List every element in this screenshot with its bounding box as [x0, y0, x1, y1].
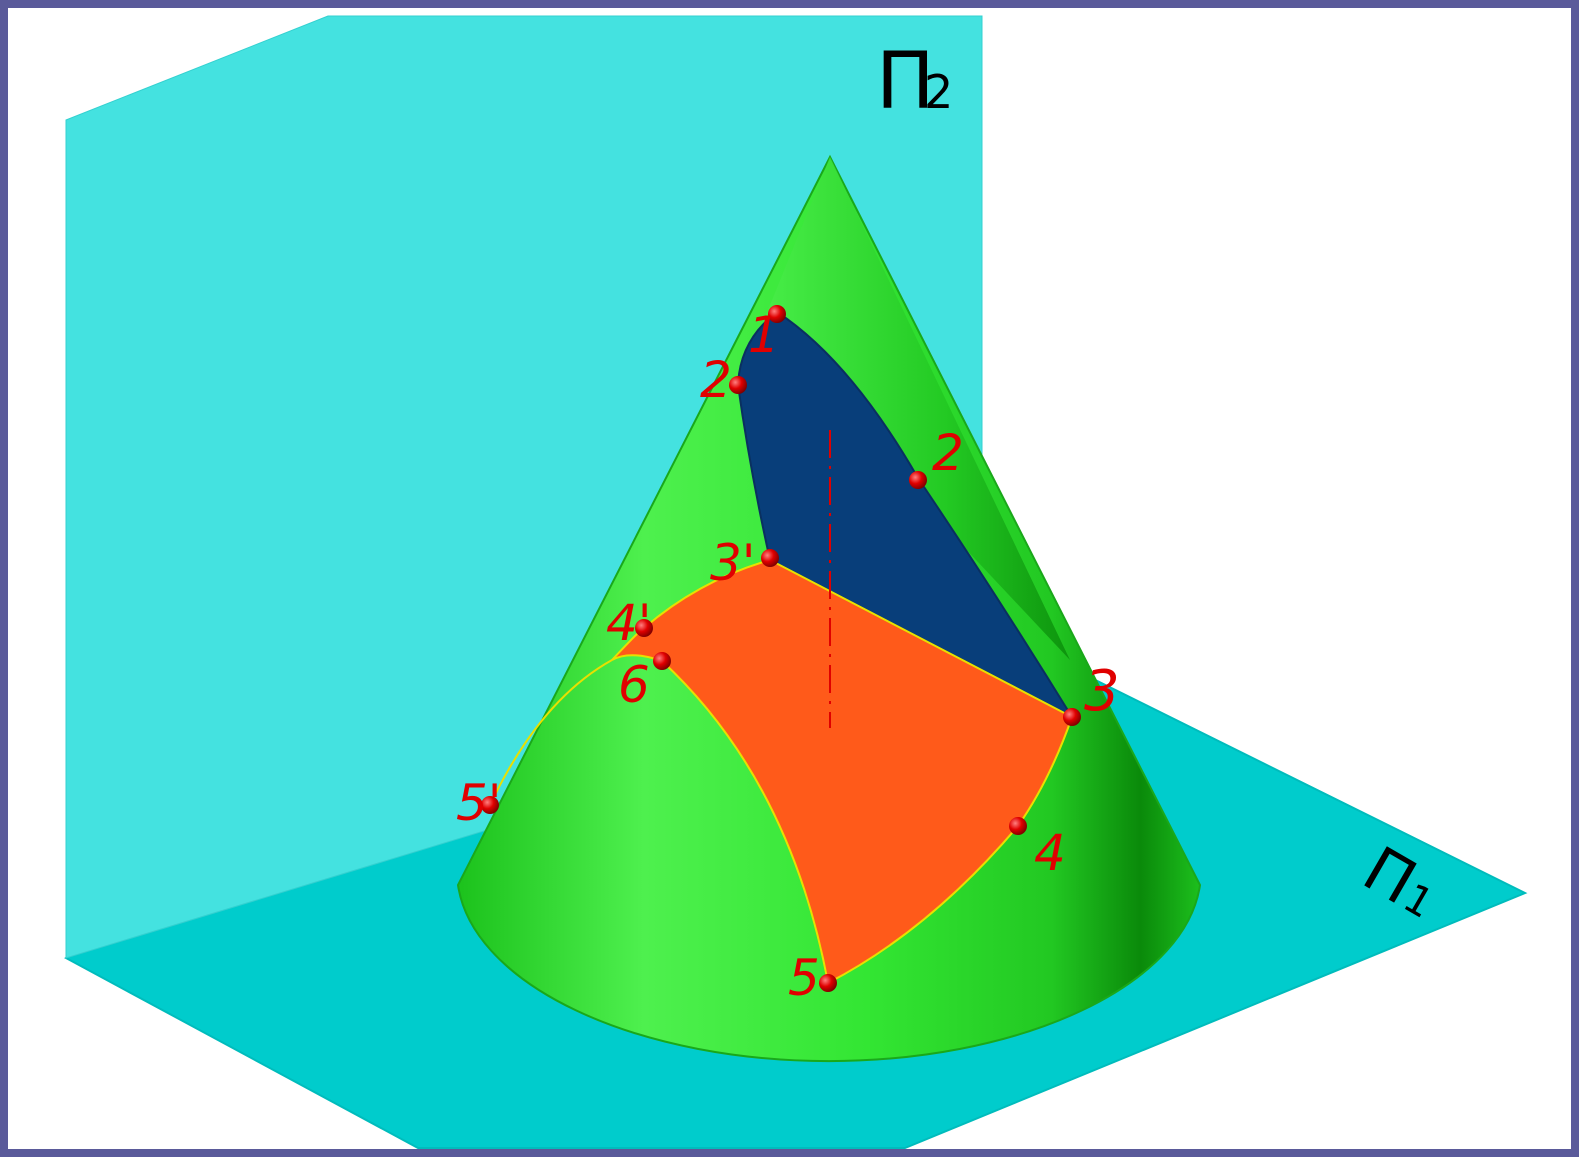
point-label-p4a: 4'	[606, 594, 652, 652]
point-marker-p4a	[635, 619, 653, 637]
section-edge	[489, 659, 613, 806]
plane-label-p2: Π 2	[876, 37, 953, 127]
point-label-p3: 3	[1084, 659, 1120, 724]
point-marker-p3	[1063, 708, 1081, 726]
point-label-p1: 1	[748, 306, 780, 364]
point-label-p5: 5	[788, 949, 820, 1007]
point-label-p2a: 2	[700, 351, 732, 409]
cone-tip	[760, 157, 1070, 660]
point-marker-p1	[768, 305, 786, 323]
point-marker-p4	[1009, 817, 1027, 835]
point-marker-p5a	[481, 796, 499, 814]
point-marker-p3a	[761, 549, 779, 567]
point-marker-p2a	[729, 376, 747, 394]
point-label-p3a: 3'	[710, 534, 756, 592]
point-label-p2: 2	[932, 424, 964, 482]
point-label-p6: 6	[618, 656, 650, 714]
points-layer	[481, 305, 1081, 992]
point-label-p5a: 5'	[456, 774, 502, 832]
point-marker-p6	[653, 652, 671, 670]
point-marker-p2	[909, 471, 927, 489]
point-label-p4: 4	[1034, 824, 1066, 882]
point-marker-p5	[819, 974, 837, 992]
svg-text:2: 2	[924, 65, 953, 119]
svg-text:Π: Π	[876, 37, 935, 127]
